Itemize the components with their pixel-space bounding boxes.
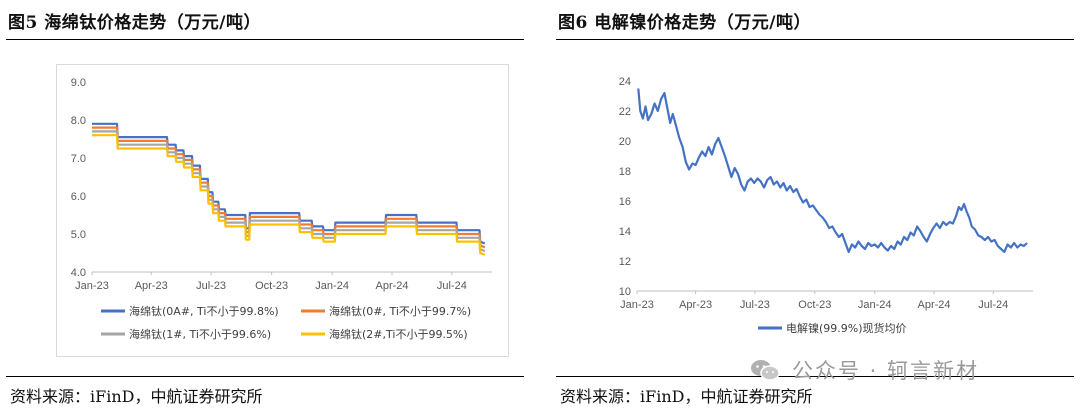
- series-line-3: [92, 134, 486, 256]
- y-tick-label: 6.0: [71, 191, 86, 203]
- legend-label: 海绵钛(0A#, Ti不小于99.8%): [129, 304, 279, 318]
- chart-frame: [56, 64, 509, 357]
- x-tick-label: Apr-24: [917, 299, 950, 311]
- x-tick-label: Oct-23: [798, 299, 831, 311]
- right-figure-panel: 图6 电解镍价格走势（万元/吨） 24 22 20 18 16 14 12 10 Jan-23 A…: [550, 0, 1080, 412]
- legend-item: 电解镍(99.9%)现货均价: [758, 321, 907, 335]
- legend-label: 海绵钛(1#, Ti不小于99.6%): [129, 327, 271, 341]
- watermark: 公众号 · 轲言新材: [750, 353, 1070, 387]
- y-tick-label: 5.0: [71, 229, 86, 241]
- left-title-divider: [6, 39, 524, 40]
- y-tick-label: 22: [619, 106, 631, 118]
- y-tick-label: 12: [619, 256, 631, 268]
- legend-label: 海绵钛(0#, Ti不小于99.7%): [329, 304, 471, 318]
- x-tick-label: Jul-23: [196, 280, 226, 292]
- right-figure-title: 图6 电解镍价格走势（万元/吨）: [558, 13, 811, 33]
- y-tick-label: 18: [619, 166, 631, 178]
- x-tick-label: Jan-24: [315, 280, 349, 292]
- legend-item: 海绵钛(0A#, Ti不小于99.8%): [101, 304, 279, 318]
- x-tick-label: Jan-23: [620, 299, 654, 311]
- series-line-0: [92, 122, 486, 245]
- y-tick-label: 7.0: [71, 153, 86, 165]
- series-line-0: [637, 88, 1028, 254]
- x-tick-label: Apr-23: [135, 280, 168, 292]
- x-tick-label: Apr-24: [375, 280, 408, 292]
- legend-item: 海绵钛(0#, Ti不小于99.7%): [301, 304, 471, 318]
- series-line-1: [92, 126, 486, 249]
- wechat-icon: [751, 360, 780, 381]
- left-source-note: 资料来源：iFinD，中航证券研究所: [10, 387, 263, 406]
- x-tick-label: Jan-23: [75, 280, 109, 292]
- right-title-divider: [556, 39, 1074, 40]
- y-tick-label: 10: [619, 286, 631, 298]
- legend-item: 海绵钛(2#,Ti不小于99.5%): [301, 327, 468, 341]
- x-tick-label: Jul-24: [437, 280, 467, 292]
- x-tick-label: Apr-23: [679, 299, 712, 311]
- y-tick-label: 20: [619, 136, 631, 148]
- right-source-divider: [556, 376, 1074, 377]
- x-tick-label: Jul-23: [740, 299, 770, 311]
- left-figure-title: 图5 海绵钛价格走势（万元/吨）: [8, 13, 261, 33]
- series-line-2: [92, 130, 486, 253]
- y-tick-label: 24: [619, 76, 631, 88]
- y-tick-label: 9.0: [71, 77, 86, 89]
- watermark-text: 公众号 · 轲言新材: [792, 359, 980, 383]
- legend-item: 海绵钛(1#, Ti不小于99.6%): [101, 327, 271, 341]
- y-tick-label: 8.0: [71, 115, 86, 127]
- x-tick-label: Jan-24: [858, 299, 892, 311]
- y-tick-label: 4.0: [71, 267, 86, 279]
- x-tick-label: Jul-24: [978, 299, 1008, 311]
- left-figure-panel: 图5 海绵钛价格走势（万元/吨） 9.0 8.0 7.0 6.0 5.0 4.0 Jan-2…: [0, 0, 530, 412]
- right-source-note: 资料来源：iFinD，中航证券研究所: [560, 387, 813, 406]
- y-tick-label: 16: [619, 196, 631, 208]
- legend-label: 海绵钛(2#,Ti不小于99.5%): [329, 327, 468, 341]
- legend-label: 电解镍(99.9%)现货均价: [786, 321, 907, 335]
- y-tick-label: 14: [619, 226, 631, 238]
- left-source-divider: [6, 376, 524, 377]
- x-tick-label: Oct-23: [255, 280, 288, 292]
